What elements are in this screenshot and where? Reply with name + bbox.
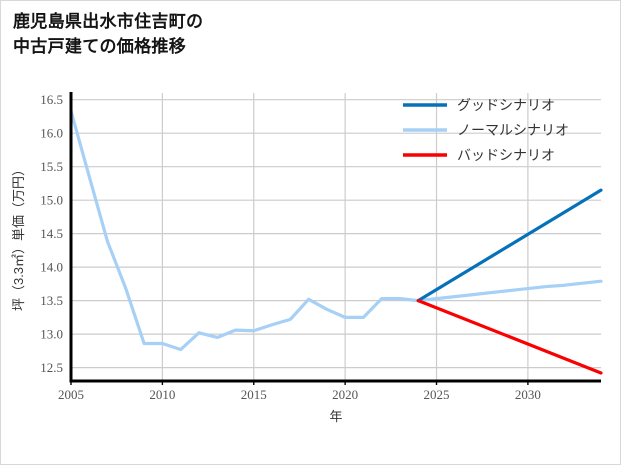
x-tick-label: 2025 <box>424 387 450 402</box>
x-tick-label: 2030 <box>515 387 541 402</box>
data-lines <box>69 109 603 375</box>
series-line <box>416 188 603 303</box>
x-axis-title: 年 <box>329 409 342 424</box>
x-tick-label: 2010 <box>149 387 175 402</box>
x-tick-label: 2015 <box>241 387 267 402</box>
x-tick-label: 2020 <box>332 387 358 402</box>
y-axis-title: 坪（3.3㎡）単価（万円） <box>11 163 26 311</box>
y-tick-label: 14.0 <box>40 260 63 275</box>
tick-labels: 12.5 13.0 13.5 14.0 14.5 15.0 15.5 16.0 16.5 2005… <box>11 92 541 424</box>
legend-label: ノーマルシナリオ <box>457 124 569 139</box>
x-tick-label: 2005 <box>58 387 84 402</box>
y-tick-label: 14.5 <box>40 226 63 241</box>
series-line <box>69 109 603 352</box>
y-tick-label: 16.5 <box>40 92 63 107</box>
legend-label: バッドシナリオ <box>457 149 555 164</box>
y-tick-label: 15.0 <box>40 193 63 208</box>
y-tick-label: 15.5 <box>40 159 63 174</box>
series-line <box>416 299 603 375</box>
axes <box>69 92 601 385</box>
y-tick-label: 16.0 <box>40 126 63 141</box>
y-tick-label: 13.5 <box>40 293 63 308</box>
chart-title: 鹿児島県出水市住吉町の 中古戸建ての価格推移 <box>13 12 204 56</box>
legend-label: グッドシナリオ <box>457 98 555 114</box>
y-tick-label: 12.5 <box>40 360 63 375</box>
y-tick-label: 13.0 <box>40 327 63 342</box>
